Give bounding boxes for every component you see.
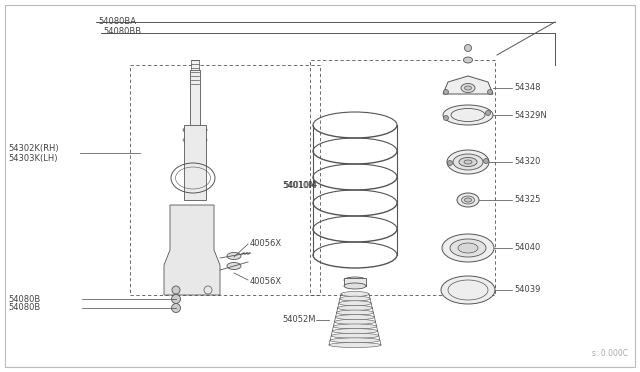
- Ellipse shape: [331, 333, 379, 338]
- Ellipse shape: [329, 343, 381, 347]
- Ellipse shape: [330, 338, 380, 343]
- Ellipse shape: [488, 90, 493, 94]
- Text: 54040: 54040: [514, 244, 540, 253]
- Text: 54329N: 54329N: [514, 110, 547, 119]
- Bar: [130, 65, 320, 295]
- Ellipse shape: [458, 243, 478, 253]
- Ellipse shape: [335, 319, 376, 324]
- Text: 54080B: 54080B: [8, 295, 40, 304]
- Ellipse shape: [172, 295, 180, 304]
- Ellipse shape: [227, 263, 241, 269]
- Ellipse shape: [338, 305, 372, 310]
- Ellipse shape: [459, 157, 477, 167]
- Ellipse shape: [339, 301, 371, 306]
- Text: 40056X: 40056X: [250, 238, 282, 247]
- Ellipse shape: [335, 315, 374, 320]
- Bar: [190, 70, 200, 130]
- Ellipse shape: [465, 86, 472, 90]
- Ellipse shape: [332, 328, 378, 334]
- Ellipse shape: [463, 57, 472, 63]
- Ellipse shape: [337, 310, 373, 315]
- Bar: [184, 125, 206, 200]
- Ellipse shape: [450, 239, 486, 257]
- Ellipse shape: [344, 277, 366, 283]
- Ellipse shape: [443, 105, 493, 125]
- Ellipse shape: [465, 198, 472, 202]
- Ellipse shape: [172, 304, 180, 312]
- Ellipse shape: [341, 292, 369, 296]
- Text: 54080B: 54080B: [8, 304, 40, 312]
- Polygon shape: [443, 76, 493, 94]
- Text: 54303K(LH): 54303K(LH): [8, 154, 58, 163]
- Ellipse shape: [333, 324, 376, 329]
- Text: 54302K(RH): 54302K(RH): [8, 144, 59, 153]
- Ellipse shape: [344, 283, 366, 289]
- Ellipse shape: [465, 45, 472, 51]
- Bar: [191, 60, 199, 88]
- Ellipse shape: [183, 126, 207, 134]
- Text: 54080BA: 54080BA: [98, 16, 136, 26]
- Ellipse shape: [464, 160, 472, 164]
- Text: 54010M: 54010M: [282, 180, 316, 189]
- Ellipse shape: [457, 193, 479, 207]
- Ellipse shape: [442, 234, 494, 262]
- Ellipse shape: [227, 253, 241, 260]
- Bar: [344, 278, 366, 286]
- Ellipse shape: [444, 115, 449, 121]
- Ellipse shape: [461, 196, 474, 204]
- Polygon shape: [164, 205, 220, 295]
- Text: 54039: 54039: [514, 285, 540, 295]
- Ellipse shape: [453, 154, 483, 170]
- Ellipse shape: [441, 276, 495, 304]
- Ellipse shape: [447, 150, 489, 174]
- Text: 54052M: 54052M: [282, 315, 316, 324]
- Ellipse shape: [447, 160, 452, 166]
- Text: 54320: 54320: [514, 157, 540, 167]
- Ellipse shape: [172, 286, 180, 294]
- Text: s: 0.000C: s: 0.000C: [592, 349, 628, 358]
- Ellipse shape: [483, 158, 488, 164]
- Text: 54325: 54325: [514, 196, 540, 205]
- Text: 54010M: 54010M: [284, 180, 317, 189]
- Text: 54348: 54348: [514, 83, 541, 93]
- Ellipse shape: [461, 83, 475, 93]
- Ellipse shape: [444, 90, 449, 94]
- Ellipse shape: [340, 296, 370, 301]
- Bar: [310, 60, 495, 295]
- Ellipse shape: [486, 110, 490, 115]
- Text: 54080BB: 54080BB: [103, 28, 141, 36]
- Text: 40056X: 40056X: [250, 276, 282, 285]
